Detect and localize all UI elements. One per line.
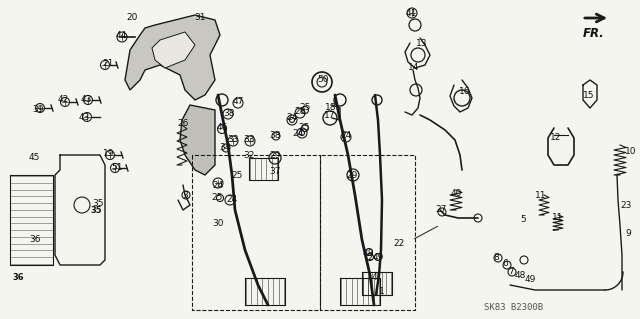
Polygon shape (180, 105, 215, 175)
Text: 3: 3 (182, 191, 188, 201)
Text: 7: 7 (508, 268, 514, 277)
Text: 11: 11 (535, 190, 547, 199)
Text: 44: 44 (115, 32, 127, 41)
Text: 36: 36 (29, 235, 41, 244)
Text: 24: 24 (340, 131, 351, 140)
Text: 39: 39 (32, 105, 44, 114)
Text: 19: 19 (103, 150, 115, 159)
Text: 9: 9 (625, 229, 631, 239)
Text: 21: 21 (102, 60, 114, 69)
Text: 35: 35 (92, 199, 104, 209)
Text: 49: 49 (372, 254, 384, 263)
Text: 12: 12 (550, 133, 562, 143)
Text: 48: 48 (515, 271, 525, 280)
Text: 35: 35 (90, 206, 102, 215)
Text: 13: 13 (416, 39, 428, 48)
Text: 29: 29 (346, 170, 358, 180)
Text: 24: 24 (292, 129, 303, 137)
Text: 42: 42 (58, 95, 68, 105)
Text: 23: 23 (620, 201, 632, 210)
Text: 38: 38 (269, 130, 281, 139)
Text: 30: 30 (212, 219, 224, 227)
Text: 47: 47 (232, 98, 244, 107)
Text: 14: 14 (408, 63, 420, 72)
Text: 43: 43 (80, 95, 92, 105)
Polygon shape (125, 15, 220, 100)
Text: 38: 38 (223, 109, 235, 118)
Text: 15: 15 (583, 91, 595, 100)
Text: 49: 49 (524, 276, 536, 285)
Text: 11: 11 (552, 213, 564, 222)
Text: 25: 25 (211, 194, 223, 203)
Text: 51: 51 (111, 164, 123, 173)
Text: 43: 43 (78, 114, 90, 122)
Text: 1: 1 (379, 287, 385, 296)
Text: 28: 28 (294, 108, 306, 116)
Text: 26: 26 (177, 120, 189, 129)
Text: 6: 6 (502, 259, 508, 269)
Text: 37: 37 (269, 167, 281, 175)
Text: 33: 33 (243, 136, 255, 145)
Text: 24: 24 (212, 181, 223, 189)
Text: 4: 4 (371, 273, 377, 283)
Text: 25: 25 (298, 122, 310, 131)
Text: 17: 17 (324, 112, 336, 121)
Text: 45: 45 (28, 153, 40, 162)
Text: 40: 40 (451, 189, 461, 197)
Text: 25: 25 (231, 170, 243, 180)
Text: 24: 24 (227, 196, 237, 204)
Text: 25: 25 (300, 103, 310, 113)
Text: 10: 10 (625, 147, 637, 157)
Text: 16: 16 (460, 87, 471, 97)
Text: 50: 50 (317, 75, 329, 84)
Text: 34: 34 (220, 143, 230, 152)
Text: 48: 48 (362, 249, 374, 257)
Text: 27: 27 (435, 205, 447, 214)
Polygon shape (152, 32, 195, 68)
Text: 41: 41 (405, 9, 417, 18)
Text: 29: 29 (269, 151, 281, 160)
Text: 20: 20 (126, 13, 138, 23)
Text: 31: 31 (195, 13, 205, 23)
Text: 36: 36 (12, 273, 24, 282)
Text: 8: 8 (493, 254, 499, 263)
Text: 46: 46 (216, 123, 228, 132)
Text: 22: 22 (394, 239, 404, 248)
Text: FR.: FR. (583, 27, 605, 40)
Text: SK83 B2300B: SK83 B2300B (484, 303, 543, 313)
Text: 18: 18 (325, 102, 337, 112)
Text: 5: 5 (520, 216, 526, 225)
Text: 24: 24 (286, 114, 298, 122)
Text: 33: 33 (227, 136, 239, 145)
Text: 2: 2 (367, 254, 373, 263)
Text: 32: 32 (243, 151, 255, 160)
